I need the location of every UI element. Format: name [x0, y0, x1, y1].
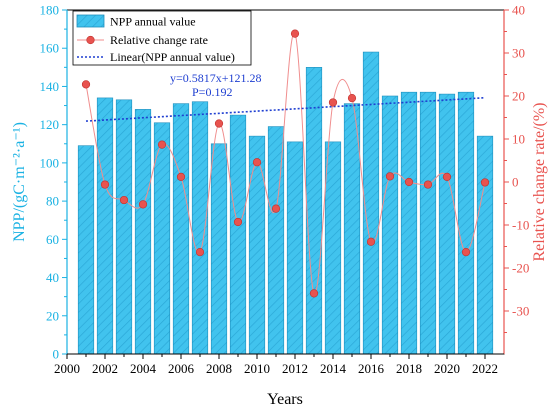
- bar-2015: [343, 103, 361, 355]
- rate-point-2015: [347, 94, 357, 103]
- rate-point-2008: [214, 119, 224, 128]
- bar-2006: [172, 103, 190, 355]
- rate-point-2005: [157, 140, 167, 149]
- x-tick-label-2006: 2006: [168, 361, 195, 376]
- x-tick-label-2008: 2008: [206, 361, 232, 376]
- x-tick-label-2004: 2004: [130, 361, 157, 376]
- bar-2002: [96, 97, 114, 355]
- bar-2018: [400, 91, 418, 355]
- x-tick-label-2010: 2010: [244, 361, 270, 376]
- right-tick-label--10: -10: [512, 218, 529, 233]
- x-tick-label-2000: 2000: [54, 361, 80, 376]
- left-tick-label-20: 20: [46, 308, 59, 323]
- left-tick-label-160: 160: [40, 41, 60, 56]
- legend-curve-label: Relative change rate: [110, 33, 208, 47]
- right-tick-label-40: 40: [512, 3, 525, 18]
- right-axis: -30 -20 -10 0 10 20 30 40: [503, 3, 529, 354]
- bar-2016: [362, 51, 380, 355]
- rate-point-2010: [252, 158, 262, 167]
- rate-point-2014: [328, 98, 338, 107]
- bar-2021: [457, 91, 475, 355]
- bar-2020: [438, 93, 456, 355]
- right-tick-label-30: 30: [512, 46, 525, 61]
- rate-point-2007: [195, 247, 205, 257]
- legend-trend-label: Linear(NPP annual value): [110, 50, 235, 64]
- left-tick-label-40: 40: [46, 270, 59, 285]
- bar-2014: [324, 141, 342, 355]
- rate-point-2011: [271, 204, 281, 213]
- x-tick-label-2016: 2016: [358, 361, 385, 376]
- right-tick-label--30: -30: [512, 304, 529, 319]
- bar-2010: [248, 135, 266, 355]
- rate-point-2016: [366, 237, 376, 246]
- legend-bar-label: NPP annual value: [110, 15, 196, 29]
- x-tick-label-2014: 2014: [320, 361, 347, 376]
- right-axis-title: Relative change rate/(%): [531, 102, 548, 261]
- left-tick-label-0: 0: [53, 347, 60, 362]
- x-axis: 2000 2002 2004 2006 2008 2010 2012 2014 2016 2018…: [54, 353, 504, 376]
- legend-marker-swatch: [86, 35, 95, 45]
- right-tick-label-10: 10: [512, 132, 525, 147]
- right-tick-label-20: 20: [512, 89, 525, 104]
- right-tick-label-0: 0: [512, 175, 519, 190]
- x-tick-label-2002: 2002: [92, 361, 118, 376]
- bar-2022: [476, 135, 494, 355]
- bar-2007: [191, 101, 209, 355]
- left-tick-label-60: 60: [46, 232, 59, 247]
- right-tick-label--20: -20: [512, 261, 529, 276]
- rate-point-2009: [233, 217, 243, 227]
- x-tick-label-2012: 2012: [282, 361, 308, 376]
- x-tick-label-2020: 2020: [434, 361, 460, 376]
- rate-point-2013: [309, 289, 319, 298]
- left-axis-title: NPP/(gC·m⁻²·a⁻¹): [11, 122, 28, 242]
- x-axis-title: Years: [267, 391, 303, 408]
- left-tick-label-100: 100: [40, 155, 60, 170]
- rate-point-2006: [176, 172, 186, 181]
- left-tick-label-180: 180: [40, 3, 60, 18]
- bar-2004: [134, 109, 152, 355]
- x-tick-label-2018: 2018: [396, 361, 422, 376]
- bar-2009: [229, 114, 247, 355]
- legend-bar-swatch: [76, 14, 105, 28]
- rate-point-2020: [442, 172, 452, 181]
- trend-p-value: P=0.192: [192, 85, 232, 99]
- rate-point-2001: [81, 80, 91, 89]
- rate-point-2012: [290, 29, 300, 38]
- bar-2003: [115, 99, 133, 355]
- rate-point-2004: [138, 200, 148, 209]
- rate-point-2018: [404, 177, 414, 187]
- markers-layer: [81, 29, 490, 298]
- rate-point-2019: [423, 180, 433, 189]
- bar-2013: [305, 67, 323, 355]
- rate-point-2017: [385, 172, 395, 181]
- bar-2008: [210, 143, 228, 355]
- bar-2012: [286, 141, 304, 355]
- trend-line: [85, 96, 486, 122]
- x-tick-label-2022: 2022: [472, 361, 498, 376]
- left-tick-label-120: 120: [40, 117, 60, 132]
- trend-line-layer: [85, 96, 486, 122]
- left-tick-label-80: 80: [46, 194, 59, 209]
- left-tick-label-140: 140: [40, 79, 60, 94]
- rate-point-2022: [480, 178, 490, 187]
- bar-2019: [419, 91, 437, 355]
- trend-equation: y=0.5817x+121.28: [170, 71, 262, 85]
- rate-point-2002: [100, 180, 110, 189]
- rate-point-2003: [119, 195, 129, 205]
- left-axis: 0 20 40 60 80 100 120 140 160 180: [40, 3, 68, 362]
- legend: NPP annual value Relative change rate Li…: [72, 10, 252, 66]
- rate-point-2021: [461, 247, 471, 257]
- bar-2017: [381, 95, 399, 355]
- bar-2001: [77, 145, 95, 355]
